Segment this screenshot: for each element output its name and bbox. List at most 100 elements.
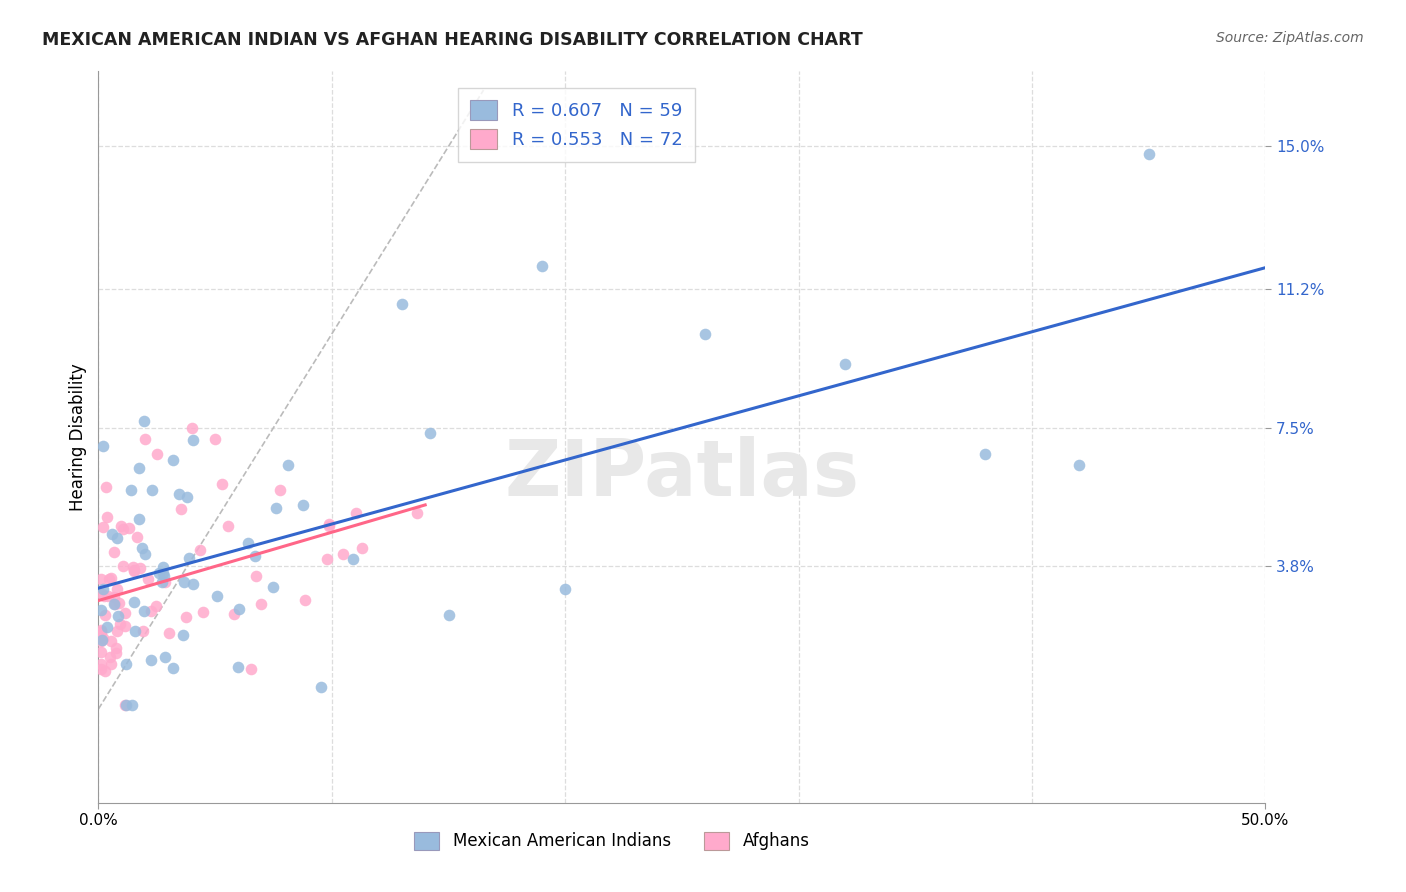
Point: [90, 572, 112, 586]
Point: [183, 433, 205, 447]
Point: [318, 517, 340, 532]
Point: [110, 519, 132, 533]
Point: [277, 458, 299, 472]
Point: [131, 624, 153, 639]
Point: [128, 461, 150, 475]
Text: MEXICAN AMERICAN INDIAN VS AFGHAN HEARING DISABILITY CORRELATION CHART: MEXICAN AMERICAN INDIAN VS AFGHAN HEARIN…: [42, 31, 863, 49]
Point: [316, 551, 339, 566]
Point: [238, 536, 260, 550]
Point: [391, 297, 413, 311]
Point: [90, 625, 112, 640]
Point: [211, 476, 233, 491]
Point: [134, 432, 156, 446]
Point: [122, 564, 145, 578]
Point: [179, 550, 201, 565]
Point: [90, 603, 112, 617]
Point: [114, 618, 136, 632]
Point: [332, 547, 354, 561]
Point: [90, 623, 112, 637]
Point: [100, 634, 122, 648]
Point: [131, 541, 153, 555]
Point: [174, 610, 197, 624]
Point: [266, 500, 288, 515]
Point: [104, 646, 127, 660]
Point: [834, 357, 856, 371]
Point: [157, 625, 180, 640]
Point: [112, 558, 135, 573]
Point: [181, 577, 204, 591]
Point: [217, 519, 239, 533]
Point: [97, 589, 120, 603]
Point: [269, 483, 291, 498]
Point: [193, 605, 215, 619]
Point: [100, 657, 122, 672]
Point: [150, 575, 173, 590]
Point: [96, 620, 118, 634]
Point: [105, 641, 128, 656]
Point: [124, 624, 146, 639]
Point: [350, 541, 373, 556]
Text: Source: ZipAtlas.com: Source: ZipAtlas.com: [1216, 31, 1364, 45]
Point: [224, 607, 246, 621]
Point: [90, 634, 112, 648]
Point: [121, 698, 143, 713]
Point: [173, 575, 195, 590]
Point: [96, 510, 118, 524]
Point: [94, 664, 117, 678]
Point: [145, 599, 167, 613]
Point: [132, 414, 155, 428]
Point: [105, 624, 128, 639]
Point: [141, 483, 163, 497]
Legend: Mexican American Indians, Afghans: Mexican American Indians, Afghans: [405, 822, 820, 860]
Point: [90, 625, 112, 640]
Point: [148, 566, 170, 581]
Text: ZIPatlas: ZIPatlas: [505, 435, 859, 512]
Point: [134, 548, 156, 562]
Point: [108, 596, 131, 610]
Point: [695, 326, 717, 341]
Point: [104, 597, 127, 611]
Point: [91, 582, 114, 596]
Point: [107, 582, 129, 596]
Point: [188, 542, 211, 557]
Point: [93, 590, 115, 604]
Point: [115, 698, 138, 713]
Point: [974, 447, 997, 461]
Point: [91, 633, 114, 648]
Point: [1137, 147, 1160, 161]
Point: [107, 609, 129, 624]
Point: [132, 604, 155, 618]
Point: [228, 602, 250, 616]
Point: [100, 572, 122, 586]
Point: [344, 507, 367, 521]
Point: [101, 527, 124, 541]
Point: [98, 649, 121, 664]
Point: [121, 559, 143, 574]
Point: [103, 591, 125, 605]
Point: [98, 572, 121, 586]
Point: [153, 650, 176, 665]
Point: [152, 566, 174, 580]
Point: [162, 453, 184, 467]
Point: [120, 483, 142, 497]
Point: [406, 506, 429, 520]
Point: [110, 617, 132, 632]
Point: [90, 657, 112, 671]
Point: [90, 645, 112, 659]
Point: [91, 632, 114, 646]
Point: [162, 661, 184, 675]
Point: [124, 563, 146, 577]
Point: [91, 439, 114, 453]
Point: [176, 490, 198, 504]
Point: [105, 531, 128, 545]
Point: [125, 530, 148, 544]
Point: [239, 662, 262, 676]
Point: [554, 582, 576, 596]
Point: [262, 580, 284, 594]
Point: [129, 561, 152, 575]
Point: [228, 660, 250, 674]
Point: [146, 447, 169, 461]
Point: [437, 608, 460, 623]
Point: [114, 698, 136, 713]
Point: [118, 521, 141, 535]
